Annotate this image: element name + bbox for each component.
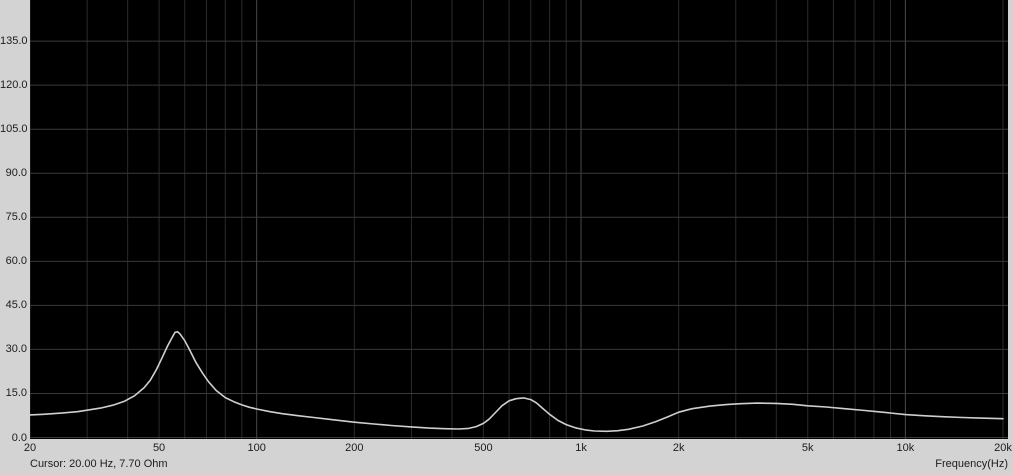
x-tick-label: 5k [801,442,814,454]
y-tick-label: 45.0 [5,299,27,312]
x-tick-label: 50 [152,442,166,454]
y-tick-label: 105.0 [0,123,28,136]
y-tick-label: 60.0 [5,255,27,268]
x-tick-label: 2k [672,442,685,454]
y-tick-label: 15.0 [5,387,27,400]
x-tick-label: 1k [575,442,587,454]
y-tick-label: 30.0 [5,343,27,356]
x-tick-label: 20k [994,442,1012,454]
y-tick-label: 90.0 [5,167,27,180]
y-tick-label: 135.0 [0,35,28,48]
plot-area[interactable] [30,0,1008,439]
y-tick-label: 75.0 [5,211,27,224]
x-tick-label: 20 [23,442,37,454]
y-tick-label: 120.0 [0,79,28,92]
impedance-plot-svg [30,0,1008,439]
impedance-curve [30,331,1004,433]
x-axis: 20 50 100 200 500 1k 2k 5k 10k 20k [0,439,1013,456]
cursor-readout: Cursor: 20.00 Hz, 7.70 Ohm [30,458,168,470]
x-tick-label: 10k [896,442,915,454]
x-tick-label: 500 [474,442,493,454]
y-tick-label: 0.0 [11,431,27,444]
x-axis-title: Frequency(Hz) [935,458,1008,470]
y-axis: 0.0 15.0 30.0 45.0 60.0 75.0 90.0 105.0 120.0 135… [0,0,30,443]
status-bar: Cursor: 20.00 Hz, 7.70 Ohm Frequency(Hz) [0,456,1013,475]
x-tick-label: 100 [247,442,266,454]
x-tick-label: 200 [345,442,364,454]
